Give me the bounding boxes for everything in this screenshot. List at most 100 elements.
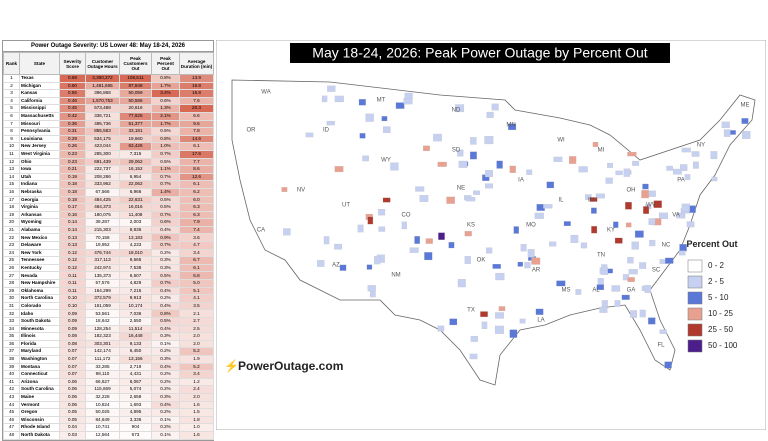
value-cell: 1.9 <box>179 354 214 364</box>
county-fill <box>553 156 563 162</box>
county-fill <box>484 135 494 145</box>
county-fill <box>621 294 630 300</box>
table-row: 22 New Mexico 0.13 70,158 13,183 0.9% 3.6 <box>3 233 214 243</box>
county-fill <box>464 231 472 237</box>
page: {"table": {"title": "Power Outage Severi… <box>2 40 766 441</box>
state-cell: Oregon <box>19 408 60 417</box>
county-fill <box>729 130 736 135</box>
value-cell: 19,952 <box>85 241 120 250</box>
state-cell: Pennsylvania <box>19 127 60 136</box>
value-cell: 41 <box>3 377 20 387</box>
column-header: Severity Score <box>59 52 86 75</box>
county-fill <box>519 318 526 324</box>
county-fill <box>679 164 688 171</box>
value-cell: 0.06 <box>59 392 86 402</box>
county-fill <box>575 289 582 295</box>
table-row: 37 Maryland 0.07 142,174 6,450 0.2% 5.2 <box>3 347 214 356</box>
county-fill <box>498 306 506 312</box>
county-fill <box>403 98 413 105</box>
value-cell: 37 <box>3 347 20 356</box>
county-fill <box>607 162 613 168</box>
county-fill <box>424 252 433 261</box>
column-header: Peak Customers Out <box>119 52 152 75</box>
value-cell: 0.07 <box>59 370 86 379</box>
state-cell: Mississippi <box>19 104 60 113</box>
county-fill <box>457 149 464 157</box>
county-fill <box>643 206 650 214</box>
state-cell: Minnesota <box>19 324 60 334</box>
county-fill <box>569 156 577 164</box>
value-cell: 0.2% <box>151 385 180 394</box>
table-row: 27 Nevada 0.11 135,373 6,507 0.5% 6.8 <box>3 271 214 281</box>
value-cell: 67,566 <box>85 187 120 197</box>
county-fill <box>395 102 405 109</box>
header-row: Rank State Severity Score Customer Outage H… <box>3 52 214 75</box>
county-fill <box>648 218 656 225</box>
value-cell: 0.4% <box>151 225 180 235</box>
value-cell: 0.08 <box>59 339 86 349</box>
table-row: 13 Iowa 0.21 222,737 16,152 1.1% 8.6 <box>3 165 214 174</box>
value-cell: 18,010 <box>119 248 152 258</box>
county-fill <box>480 311 488 318</box>
value-cell: 10 <box>3 142 20 151</box>
state-cell: Delaware <box>19 241 60 250</box>
state-cell: Maryland <box>19 347 60 356</box>
value-cell: 30 <box>3 294 20 303</box>
county-fill <box>543 204 553 209</box>
county-fill <box>592 141 599 147</box>
county-fill <box>527 249 535 258</box>
value-cell: 4.7 <box>179 241 214 250</box>
value-cell: 2,658 <box>119 392 152 402</box>
table-row: 15 Indiana 0.18 333,962 22,062 0.7% 6.1 <box>3 180 214 189</box>
value-cell: 1 <box>3 74 20 83</box>
state-label: WY <box>381 158 391 164</box>
value-cell: 108,511 <box>119 74 152 83</box>
county-fill <box>632 160 640 166</box>
value-cell: 1.0 <box>179 423 214 432</box>
value-cell: 0.7% <box>151 180 180 189</box>
state-cell: South Carolina <box>19 385 60 394</box>
value-cell: 27 <box>3 271 20 281</box>
county-fill <box>520 244 527 252</box>
county-fill <box>549 241 557 247</box>
value-cell: 1.2 <box>179 377 214 387</box>
value-cell: 22,062 <box>119 180 152 189</box>
legend-title: Percent Out <box>686 239 737 249</box>
value-cell: 7.9 <box>179 218 214 227</box>
county-fill <box>457 279 466 288</box>
value-cell: 6.0 <box>179 195 214 205</box>
value-cell: 26 <box>3 263 20 273</box>
county-fill <box>509 329 518 338</box>
value-cell: 303,301 <box>85 339 120 349</box>
county-fill <box>369 291 376 298</box>
value-cell: 32 <box>3 309 20 318</box>
value-cell: 16 <box>3 187 20 197</box>
value-cell: 904 <box>119 423 152 432</box>
logo-text: PowerOutage.com <box>238 359 343 373</box>
value-cell: 2,003 <box>119 218 152 227</box>
table-row: 3 Kansas 0.56 396,868 50,059 3.4% 16.8 <box>3 89 214 98</box>
value-cell: 12 <box>3 157 20 167</box>
table-row: 40 Connecticut 0.07 98,110 4,431 0.2% 3.4 <box>3 370 214 379</box>
county-fill <box>509 165 516 173</box>
state-label: NV <box>297 188 305 194</box>
value-cell: 6.7 <box>179 256 214 265</box>
value-cell: 29,062 <box>119 157 152 167</box>
county-fill <box>563 221 571 227</box>
county-fill <box>613 221 619 228</box>
county-fill <box>494 325 504 334</box>
value-cell: 11,514 <box>119 324 152 334</box>
value-cell: 0.2% <box>151 294 180 303</box>
value-cell: 51,377 <box>119 119 152 129</box>
value-cell: 48 <box>3 430 20 440</box>
state-cell: Nevada <box>19 271 60 281</box>
table-row: 17 Georgia 0.18 484,425 22,631 0.5% 6.0 <box>3 195 214 205</box>
state-label: AR <box>532 268 541 274</box>
county-fill <box>585 194 592 200</box>
value-cell: 39 <box>3 362 20 372</box>
value-cell: 573,488 <box>85 104 120 113</box>
value-cell: 20 <box>3 218 20 227</box>
table-row: 14 Utah 0.19 208,286 6,954 0.7% 12.6 <box>3 172 214 182</box>
value-cell: 33,285 <box>85 362 120 372</box>
state-cell: Connecticut <box>19 370 60 379</box>
